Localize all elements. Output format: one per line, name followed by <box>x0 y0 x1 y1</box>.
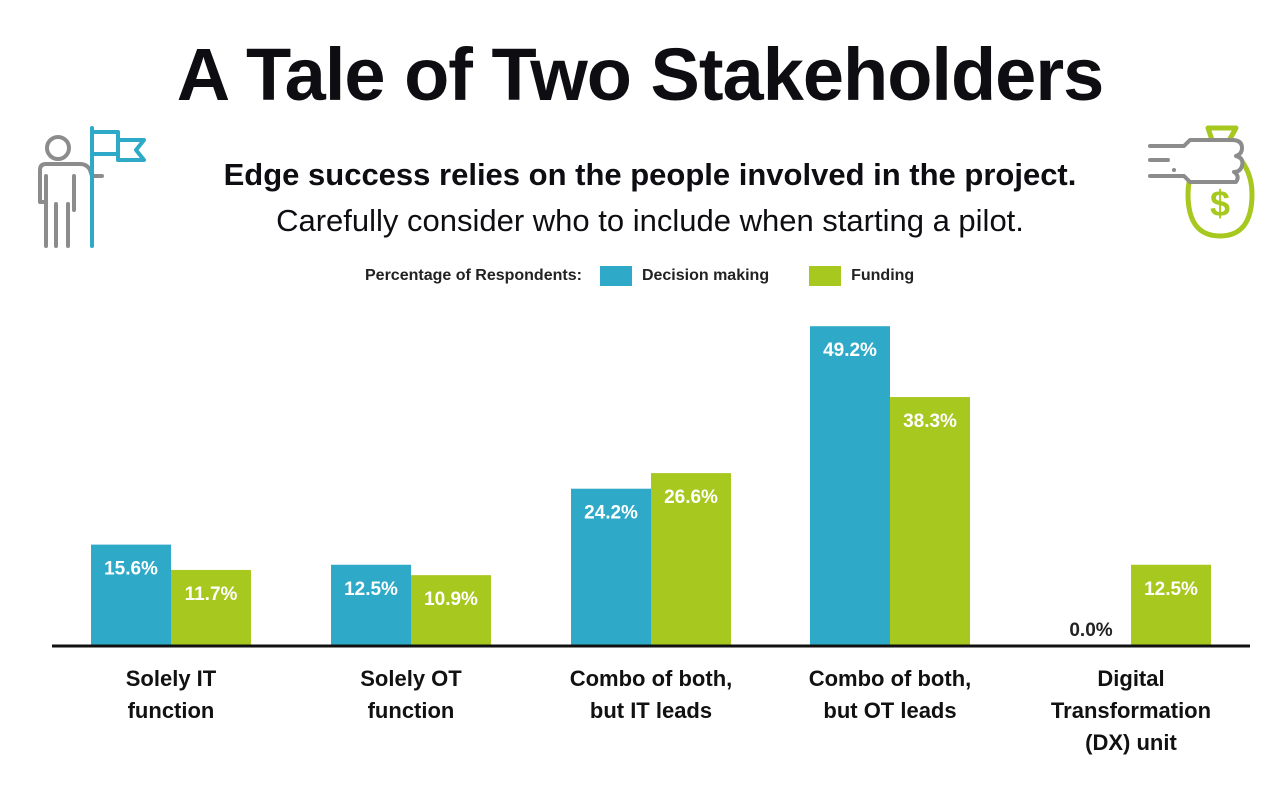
category-label: (DX) unit <box>1085 730 1177 755</box>
bar-funding-1 <box>411 575 491 646</box>
bar-funding-4 <box>1131 564 1211 646</box>
data-label: 0.0% <box>1069 620 1112 641</box>
category-label: Solely IT <box>126 666 217 691</box>
category-label: Combo of both, <box>570 666 733 691</box>
data-label: 49.2% <box>823 340 877 361</box>
bar-decision-making-1 <box>331 564 411 646</box>
category-label: Combo of both, <box>809 666 972 691</box>
subtitle-secondary: Carefully consider who to include when s… <box>276 203 1024 238</box>
category-label: but OT leads <box>823 698 956 723</box>
legend-swatch-decision-making <box>599 266 632 286</box>
bar-funding-0 <box>171 569 251 646</box>
bar-decision-making-2 <box>571 488 651 646</box>
bar-funding-2 <box>651 473 731 646</box>
data-label: 12.5% <box>344 579 398 600</box>
legend-label-decision-making: Decision making <box>641 267 770 284</box>
bar-funding-3 <box>890 397 970 646</box>
category-label: Transformation <box>1051 698 1211 723</box>
bar-decision-making-3 <box>810 326 890 646</box>
data-label: 10.9% <box>424 589 478 610</box>
page-title: A Tale of Two Stakeholders <box>176 33 1105 116</box>
svg-text:$: $ <box>1210 183 1230 224</box>
chart-legend: Percentage of Respondents: Decision maki… <box>365 266 954 286</box>
data-label: 11.7% <box>185 584 238 605</box>
legend-label-funding: Funding <box>851 267 915 284</box>
category-label: function <box>128 698 215 723</box>
data-label: 24.2% <box>584 503 638 524</box>
category-label: Solely OT <box>360 666 462 691</box>
legend-swatch-funding <box>809 266 842 286</box>
person-with-flag-icon <box>38 126 146 248</box>
data-label: 38.3% <box>903 411 957 432</box>
data-label: 26.6% <box>664 487 718 508</box>
category-label: but IT leads <box>590 698 712 723</box>
subtitle: Edge success relies on the people involv… <box>223 157 1077 192</box>
legend-heading: Percentage of Respondents: <box>365 267 582 284</box>
hand-with-money-bag-icon: $ <box>1148 125 1255 239</box>
category-label: Digital <box>1097 666 1164 691</box>
category-label: function <box>368 698 455 723</box>
bar-decision-making-0 <box>91 544 171 646</box>
data-label: 12.5% <box>1144 579 1198 600</box>
data-label: 15.6% <box>104 559 158 580</box>
